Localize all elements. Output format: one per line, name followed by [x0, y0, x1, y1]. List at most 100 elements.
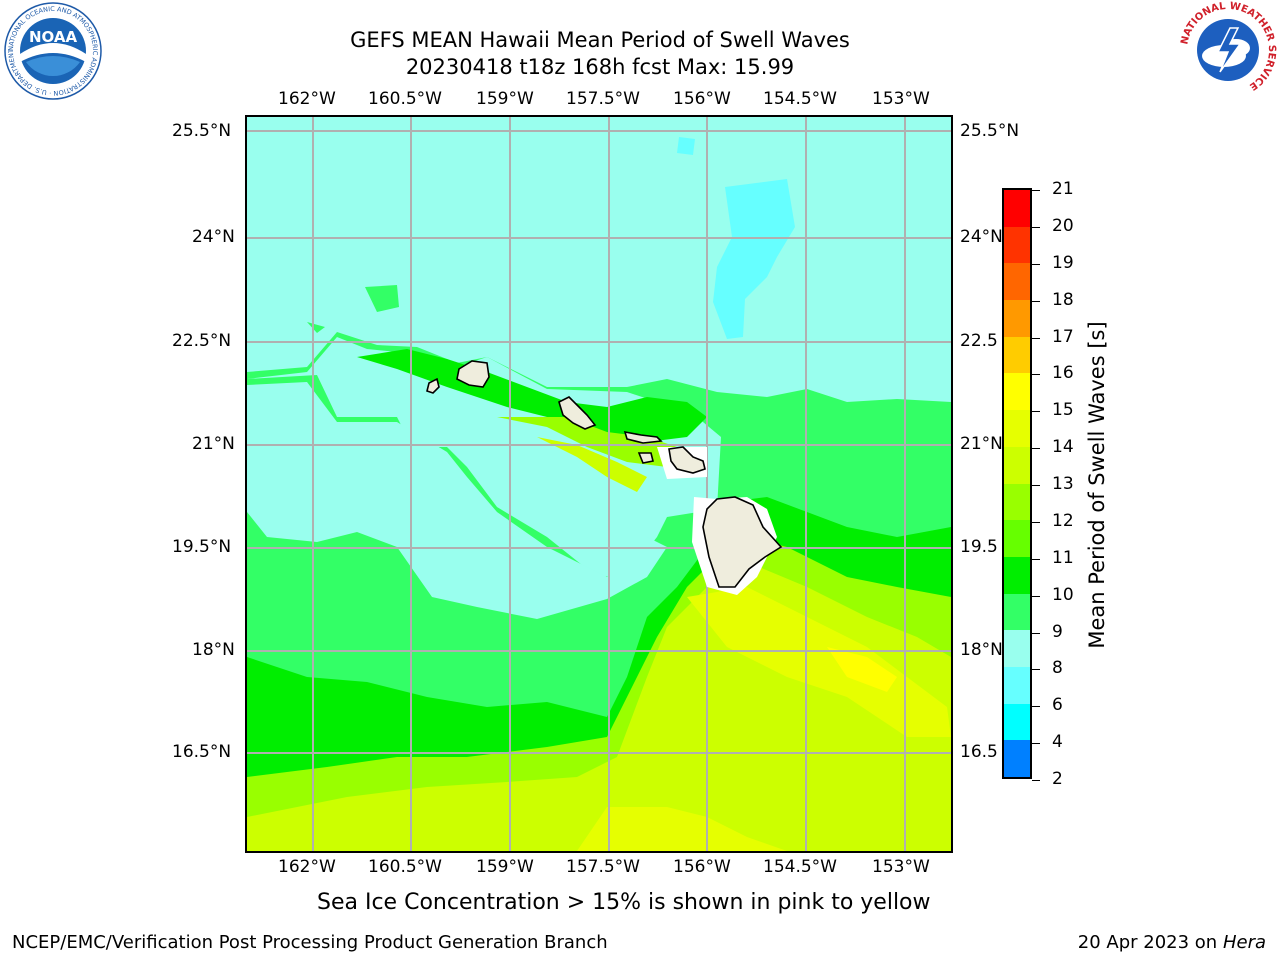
lon-tick-top: 160.5°W: [368, 89, 442, 109]
chart-title-line2: 20230418 t18z 168h fcst Max: 15.99: [405, 55, 795, 79]
colorbar-title: Mean Period of Swell Waves [s]: [1085, 321, 1109, 649]
lat-tick-right: 16.5: [960, 742, 998, 762]
lat-tick-right: 19.5: [960, 537, 998, 557]
colorbar-swatch: [1004, 446, 1030, 484]
colorbar-swatch: [1004, 300, 1030, 337]
colorbar-tick: [1032, 263, 1040, 265]
island-oahu: [558, 396, 597, 430]
hawaiian-islands: [426, 360, 783, 588]
lon-tick-top: 157.5°W: [566, 89, 640, 109]
lon-tick-bottom: 153°W: [872, 857, 930, 877]
lat-tick-left: 16.5°N: [172, 742, 232, 762]
colorbar-label: 21: [1052, 179, 1074, 199]
colorbar-tick: [1032, 374, 1040, 376]
map-frame: [245, 115, 953, 853]
island-lanai: [637, 452, 654, 464]
lon-tick-bottom: 162°W: [278, 857, 336, 877]
colorbar-swatch: [1004, 263, 1030, 301]
colorbar-swatch: [1004, 410, 1030, 447]
colorbar-swatch: [1004, 666, 1030, 704]
colorbar-label: 2: [1052, 769, 1063, 789]
contour-band-13-14: [537, 437, 647, 492]
footer-right: 20 Apr 2023 on Hera: [1078, 932, 1266, 953]
lon-tick-bottom: 159°W: [476, 857, 534, 877]
lat-tick-left: 21°N: [192, 434, 235, 454]
lon-tick-top: 162°W: [278, 89, 336, 109]
colorbar-label: 19: [1052, 252, 1074, 273]
colorbar-label: 4: [1052, 732, 1063, 753]
island-molokai: [623, 430, 663, 444]
island-hawaii: [702, 496, 783, 588]
footer-left: NCEP/EMC/Verification Post Processing Pr…: [12, 932, 608, 953]
colorbar-label: 6: [1052, 695, 1063, 716]
colorbar-swatch: [1004, 703, 1030, 741]
contour-band-8-9: [713, 179, 795, 339]
footer-host: Hera: [1222, 932, 1266, 953]
colorbar-swatch: [1004, 520, 1030, 557]
lon-tick-top: 159°W: [476, 89, 534, 109]
colorbar-label: 16: [1052, 363, 1074, 384]
contour-band-10-11: [365, 285, 399, 312]
lat-tick-left: 19.5°N: [172, 537, 232, 557]
colorbar-swatch: [1004, 593, 1030, 631]
contour-band-12-13: [497, 417, 677, 467]
contour-band-9-10: [247, 337, 721, 577]
contour-band-14-15: [577, 807, 787, 851]
colorbar-label: 11: [1052, 547, 1074, 568]
colorbar-swatches: [1004, 190, 1030, 777]
lat-tick-left: 25.5°N: [172, 121, 232, 141]
colorbar-tick: [1032, 706, 1040, 708]
contour-band-14-15: [687, 587, 951, 737]
lon-tick-bottom: 154.5°W: [763, 857, 837, 877]
lon-tick-bottom: 160.5°W: [368, 857, 442, 877]
lat-tick-left: 22.5°N: [172, 331, 232, 351]
colorbar-swatch: [1004, 740, 1030, 777]
colorbar-label: 14: [1052, 437, 1074, 458]
colorbar-tick: [1032, 595, 1040, 597]
colorbar-label: 12: [1052, 510, 1074, 531]
colorbar-label: 20: [1052, 215, 1074, 236]
lat-tick-left: 18°N: [192, 640, 235, 660]
island-kauai: [456, 360, 490, 388]
lon-tick-bottom: 157.5°W: [566, 857, 640, 877]
noaa-logo-text: NOAA: [29, 28, 78, 46]
colorbar-label: 8: [1052, 658, 1063, 679]
colorbar-label: 13: [1052, 474, 1074, 494]
colorbar-swatch: [1004, 336, 1030, 374]
contour-band-10-11: [307, 322, 325, 333]
contour-band-11-12: [357, 349, 707, 442]
colorbar-swatch: [1004, 373, 1030, 411]
colorbar-swatch: [1004, 556, 1030, 594]
colorbar-tick: [1032, 337, 1040, 339]
colorbar-tick: [1032, 558, 1040, 560]
swell-period-map: [247, 117, 951, 851]
lon-tick-top: 156°W: [673, 89, 731, 109]
lon-tick-bottom: 156°W: [673, 857, 731, 877]
colorbar-tick: [1032, 448, 1040, 450]
colorbar-tick: [1032, 669, 1040, 671]
nws-logo: NATIONAL WEATHER SERVICE: [1178, 0, 1278, 100]
contour-band-8-9: [677, 137, 695, 155]
sea-ice-caption: Sea Ice Concentration > 15% is shown in …: [317, 890, 931, 915]
colorbar-label: 9: [1052, 621, 1063, 642]
lat-tick-right: 18°N: [960, 640, 1003, 660]
colorbar-tick: [1032, 190, 1040, 191]
colorbar-tick: [1032, 521, 1040, 523]
lat-tick-right: 25.5°N: [960, 121, 1020, 141]
graticule: [247, 117, 951, 851]
colorbar-tick: [1032, 632, 1040, 634]
colorbar-tick: [1032, 411, 1040, 413]
colorbar-label: 18: [1052, 289, 1074, 310]
island-maui: [668, 446, 706, 474]
lat-tick-left: 24°N: [192, 227, 235, 247]
lat-tick-right: 24°N: [960, 227, 1003, 247]
colorbar-tick: [1032, 780, 1040, 781]
colorbar-swatch: [1004, 226, 1030, 264]
colorbar-tick: [1032, 226, 1040, 228]
colorbar-tick: [1032, 485, 1040, 486]
colorbar-label: 10: [1052, 584, 1074, 605]
contour-band-15-16: [827, 647, 897, 692]
colorbar-swatch: [1004, 190, 1030, 227]
lon-tick-top: 153°W: [872, 89, 930, 109]
lon-tick-top: 154.5°W: [763, 89, 837, 109]
